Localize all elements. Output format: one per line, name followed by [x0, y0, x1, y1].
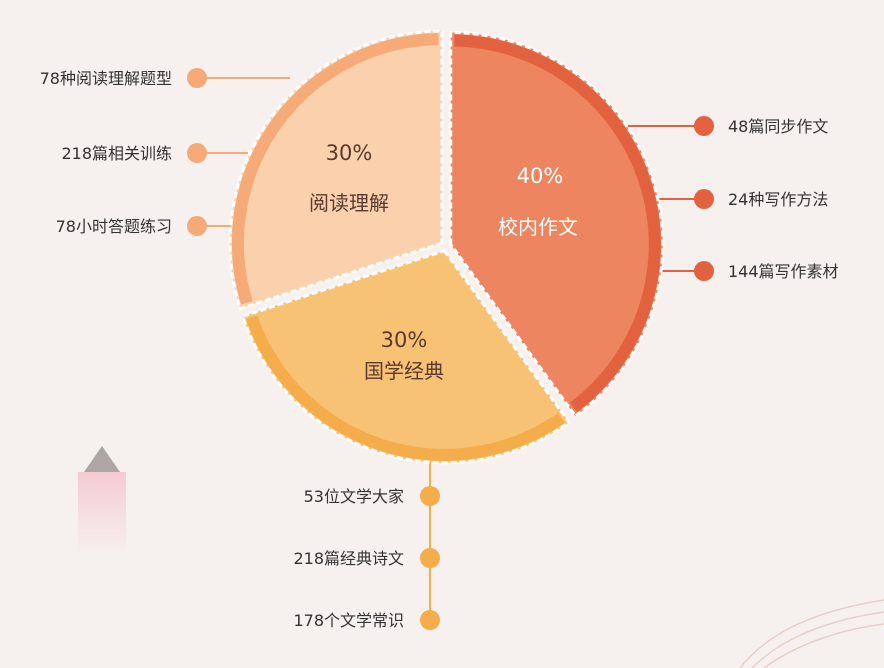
annotation-text: 144篇写作素材 [728, 262, 839, 281]
annotation-dot [420, 610, 440, 630]
annotation-text: 24种写作方法 [728, 190, 828, 209]
pie-slices [228, 29, 665, 465]
annotations-bottom: 53位文学大家 218篇经典诗文 178个文学常识 [293, 486, 440, 630]
pie-slice [240, 248, 572, 465]
annotation-dot [694, 189, 714, 209]
pie-slice-rim [231, 33, 439, 305]
annotation-dot [420, 486, 440, 506]
pencil-decoration [78, 446, 126, 554]
annotation-text: 218篇经典诗文 [293, 549, 404, 568]
annotation-text: 178个文学常识 [293, 611, 404, 630]
swoosh-decoration [739, 599, 884, 668]
annotation-dot [187, 216, 207, 236]
annotations-left: 78种阅读理解题型 218篇相关训练 78小时答题练习 [40, 68, 207, 236]
annotation-dot [694, 261, 714, 281]
slice-percent-label: 30% [381, 328, 428, 352]
pie-slice-rim [245, 315, 565, 461]
annotation-dot [187, 143, 207, 163]
pie-slice-shape [449, 30, 665, 419]
slice-category-label: 阅读理解 [309, 191, 389, 215]
pie-slice-shape [228, 29, 444, 311]
annotation-text: 78种阅读理解题型 [40, 69, 172, 88]
pie-slice [228, 29, 444, 311]
slice-percent-label: 30% [326, 141, 373, 165]
annotations-right: 48篇同步作文 24种写作方法 144篇写作素材 [694, 116, 839, 281]
slice-percent-label: 40% [517, 164, 564, 188]
annotation-text: 218篇相关训练 [61, 144, 172, 163]
annotation-dot [187, 68, 207, 88]
slice-category-label: 国学经典 [364, 359, 444, 383]
pie-slice-rim [454, 34, 661, 413]
slice-category-label: 校内作文 [498, 215, 578, 239]
annotation-text: 78小时答题练习 [56, 217, 172, 236]
annotation-dot [694, 116, 714, 136]
pie-slice [449, 30, 665, 419]
slice-labels: 40% 校内作文 30% 国学经典 30% 阅读理解 [309, 141, 578, 383]
annotation-text: 53位文学大家 [304, 487, 404, 506]
annotation-text: 48篇同步作文 [728, 117, 828, 136]
annotation-dot [420, 548, 440, 568]
